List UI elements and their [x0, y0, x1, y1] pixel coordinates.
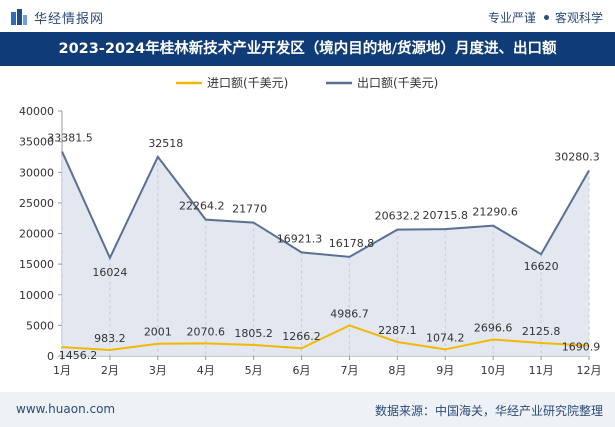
- import-data-label: 1690.9: [562, 341, 601, 354]
- x-tick-label: 4月: [197, 364, 215, 377]
- y-tick-label: 40000: [19, 105, 54, 118]
- top-bar: 华经情报网 专业严谨 客观科学: [0, 0, 615, 32]
- brand-logo-icon: [11, 9, 27, 25]
- x-tick-label: 12月: [577, 364, 602, 377]
- x-tick-label: 5月: [245, 364, 263, 377]
- y-tick-label: 5000: [26, 319, 54, 332]
- import-data-label: 2001: [144, 326, 172, 339]
- line-chart: 0 5000 10000 15000 20000 25000 30000 35000 40000…: [19, 76, 602, 377]
- tagline-left: 专业严谨: [487, 11, 536, 25]
- import-data-label: 2070.6: [186, 325, 225, 338]
- import-data-label: 1805.2: [234, 327, 273, 340]
- x-tick-label: 2月: [101, 364, 119, 377]
- export-series-line: [61, 151, 590, 261]
- footer-source: 数据来源：中国海关，华经产业研究院整理: [374, 404, 603, 418]
- x-tick-label: 8月: [388, 364, 406, 377]
- export-data-label: 32518: [148, 137, 183, 150]
- import-data-label: 983.2: [94, 332, 126, 345]
- x-tick-label: 6月: [293, 364, 311, 377]
- export-data-label: 20715.8: [423, 209, 469, 222]
- import-data-label: 4986.7: [330, 307, 369, 320]
- x-tick-label: 3月: [149, 364, 167, 377]
- y-tick-label: 35000: [19, 136, 54, 149]
- export-data-label: 21770: [232, 203, 267, 216]
- y-tick-label: 30000: [19, 166, 54, 179]
- export-data-label: 16620: [524, 260, 559, 273]
- y-tick-label: 10000: [19, 289, 54, 302]
- y-tick-label: 25000: [19, 197, 54, 210]
- import-data-label: 2696.6: [474, 321, 513, 334]
- chart-title: 2023-2024年桂林新技术产业开发区（境内目的地/货源地）月度进、出口额: [58, 41, 557, 57]
- tagline-right: 客观科学: [554, 11, 603, 25]
- export-data-label: 16178.8: [329, 237, 375, 250]
- y-tick-label: 20000: [19, 228, 54, 241]
- export-data-label: 21290.6: [472, 206, 518, 219]
- import-data-label: 1456.2: [59, 349, 98, 362]
- import-series-line: [61, 324, 590, 351]
- x-tick-label: 11月: [529, 364, 554, 377]
- export-area: [62, 151, 589, 356]
- export-data-label: 16921.3: [277, 232, 323, 245]
- y-tick-label: 15000: [19, 258, 54, 271]
- export-data-label: 22264.2: [179, 200, 225, 213]
- brand-name: 华经情报网: [34, 11, 105, 27]
- y-tick-label: 0: [47, 350, 54, 363]
- legend-import-label: 进口额(千美元): [207, 76, 288, 90]
- footer-url[interactable]: www.huaon.com: [16, 402, 116, 416]
- import-data-label: 1074.2: [426, 331, 465, 344]
- export-data-label: 16024: [92, 266, 127, 279]
- x-tick-label: 9月: [436, 364, 454, 377]
- title-bar: 2023-2024年桂林新技术产业开发区（境内目的地/货源地）月度进、出口额: [0, 32, 615, 66]
- export-data-label: 33381.5: [47, 132, 93, 145]
- brand[interactable]: 华经情报网: [10, 7, 104, 27]
- export-data-label: 20632.2: [375, 210, 421, 223]
- footer: www.huaon.com 数据来源：中国海关，华经产业研究院整理: [0, 392, 615, 427]
- tagline: 专业严谨 客观科学: [488, 9, 603, 26]
- import-data-label: 2125.8: [522, 325, 561, 338]
- legend-export-label: 出口额(千美元): [357, 76, 438, 90]
- x-tick-label: 1月: [53, 364, 71, 377]
- export-data-label: 30280.3: [554, 151, 600, 164]
- dot-separator-icon: [543, 15, 549, 20]
- x-tick-label: 7月: [340, 364, 358, 377]
- import-data-label: 2287.1: [378, 324, 417, 337]
- x-tick-label: 10月: [481, 364, 506, 377]
- import-data-label: 1266.2: [282, 330, 321, 343]
